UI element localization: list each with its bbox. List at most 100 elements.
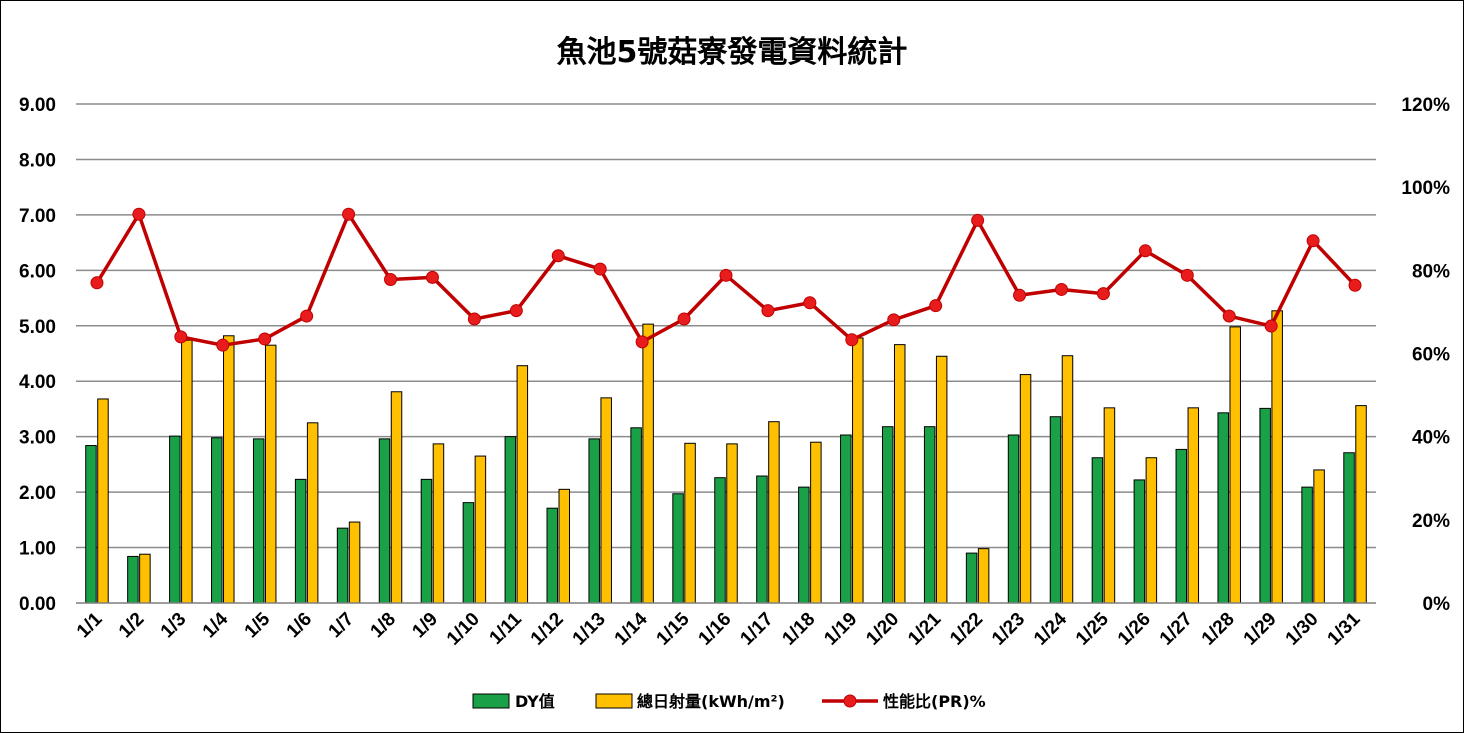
right-axis-ticks: 0% 20% 40% 60% 80% 100% 120% (1401, 95, 1450, 615)
pr-point (216, 338, 230, 352)
pr-point (425, 270, 439, 284)
bar-dy (1259, 407, 1271, 604)
bar-dy (462, 502, 475, 604)
right-tick-label: 20% (1412, 511, 1450, 532)
bar-irradiance (1187, 407, 1200, 604)
bar-dy (169, 435, 181, 604)
pr-point (1054, 282, 1068, 296)
pr-line-series (90, 207, 1362, 352)
bar-dy (1091, 457, 1104, 604)
left-tick-label: 8.00 (19, 150, 56, 171)
left-tick-label: 0.00 (19, 594, 56, 615)
bar-dy (504, 436, 517, 604)
left-tick-label: 1.00 (19, 539, 56, 560)
x-tick-label: 1/21 (904, 608, 945, 649)
bar-dy (1007, 434, 1020, 604)
legend-swatch-irradiance (595, 693, 633, 709)
pr-point (1096, 287, 1110, 301)
bar-irradiance (1313, 469, 1325, 604)
left-tick-label: 5.00 (19, 317, 56, 338)
x-tick-label: 1/12 (527, 609, 568, 650)
bar-dy (714, 477, 726, 604)
left-tick-label: 3.00 (19, 428, 56, 449)
bar-dy (672, 493, 684, 604)
bar-irradiance (935, 355, 948, 604)
bar-dy (881, 426, 894, 604)
bar-dy (840, 434, 852, 604)
bar-irradiance (684, 442, 696, 604)
bar-dy (336, 527, 349, 604)
x-tick-label: 1/1 (73, 608, 107, 642)
bars (85, 310, 1367, 604)
x-tick-label: 1/15 (653, 608, 694, 649)
x-tick-label: 1/9 (408, 609, 442, 643)
pr-point (677, 312, 691, 326)
x-tick-label: 1/29 (1240, 609, 1281, 650)
bar-irradiance (474, 455, 487, 604)
pr-point (845, 333, 859, 347)
pr-point (761, 304, 775, 318)
x-tick-label: 1/14 (611, 608, 652, 649)
x-tick-label: 1/5 (241, 608, 275, 642)
bar-irradiance (181, 339, 193, 604)
bar-irradiance (264, 344, 277, 604)
x-tick-label: 1/27 (1156, 609, 1197, 650)
pr-point (1348, 278, 1362, 292)
x-tick-label: 1/28 (1198, 609, 1239, 650)
bar-irradiance (306, 422, 319, 604)
legend-label-pr: 性能比(PR)% (883, 692, 986, 711)
bar-dy (127, 555, 139, 604)
bar-irradiance (600, 397, 612, 604)
bar-irradiance (139, 553, 151, 604)
pr-point (551, 249, 565, 263)
bar-irradiance (516, 365, 529, 604)
x-tick-label: 1/4 (199, 608, 233, 642)
legend-label-dy: DY值 (515, 692, 555, 711)
left-tick-label: 2.00 (19, 483, 56, 504)
bar-irradiance (558, 488, 571, 604)
bar-dy (756, 475, 768, 604)
right-tick-label: 60% (1412, 345, 1450, 366)
bar-dy (923, 426, 936, 604)
x-tick-label: 1/31 (1324, 608, 1365, 649)
bar-dy (85, 445, 97, 604)
right-tick-label: 40% (1412, 428, 1450, 449)
x-tick-label: 1/3 (157, 609, 191, 643)
bar-dy (630, 427, 642, 604)
x-tick-label: 1/24 (1030, 608, 1071, 649)
bar-dy (294, 478, 307, 604)
x-tick-label: 1/19 (820, 609, 861, 650)
x-tick-label: 1/22 (946, 609, 987, 650)
bar-irradiance (97, 398, 109, 604)
bar-dy (1343, 452, 1355, 604)
x-tick-label: 1/30 (1282, 609, 1323, 650)
pr-point (342, 207, 356, 221)
bar-dy (588, 438, 600, 604)
bar-dy (1175, 448, 1188, 604)
right-tick-label: 100% (1401, 178, 1450, 199)
x-tick-label: 1/13 (569, 609, 610, 650)
bar-irradiance (893, 344, 906, 604)
pr-point (174, 330, 188, 344)
x-tick-label: 1/8 (367, 609, 401, 643)
pr-point (258, 332, 272, 346)
bar-irradiance (726, 443, 738, 604)
bar-irradiance (977, 548, 990, 604)
right-tick-label: 120% (1401, 95, 1450, 116)
pr-point (635, 335, 649, 349)
legend-swatch-dy (472, 693, 510, 709)
pr-point (929, 299, 943, 313)
x-tick-label: 1/23 (988, 609, 1029, 650)
x-tick-label: 1/2 (115, 609, 149, 643)
left-axis-ticks: 0.00 1.00 2.00 3.00 4.00 5.00 6.00 7.00 8.00 9.00 (19, 95, 56, 615)
bar-dy (252, 438, 265, 604)
left-tick-label: 6.00 (19, 261, 56, 282)
bar-dy (1217, 412, 1229, 604)
left-tick-label: 4.00 (19, 372, 56, 393)
bar-irradiance (810, 441, 822, 604)
pr-point (132, 207, 146, 221)
x-tick-label: 1/7 (325, 609, 359, 643)
pr-point (509, 304, 523, 318)
bar-irradiance (348, 521, 361, 604)
